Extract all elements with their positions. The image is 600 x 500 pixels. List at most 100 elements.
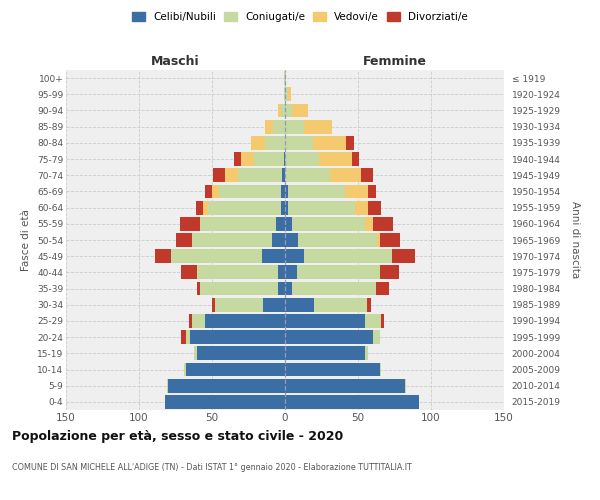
Y-axis label: Fasce di età: Fasce di età — [22, 209, 31, 271]
Bar — [285, 168, 330, 182]
Bar — [285, 120, 304, 134]
Bar — [298, 233, 377, 247]
Bar — [278, 104, 281, 118]
Bar — [285, 346, 365, 360]
Bar — [285, 217, 292, 230]
Bar — [205, 314, 285, 328]
Bar — [262, 250, 285, 263]
Bar — [200, 282, 278, 296]
Bar — [313, 136, 346, 149]
Bar — [285, 330, 373, 344]
Bar — [274, 120, 285, 134]
Bar — [214, 168, 225, 182]
Bar — [285, 200, 288, 214]
Bar — [346, 136, 353, 149]
Bar — [188, 314, 191, 328]
Bar — [197, 282, 200, 296]
Y-axis label: Anni di nascita: Anni di nascita — [571, 202, 580, 278]
Bar — [330, 168, 361, 182]
Bar — [314, 298, 367, 312]
Bar — [373, 330, 380, 344]
Bar — [285, 184, 288, 198]
Bar — [285, 266, 296, 280]
Bar — [208, 200, 281, 214]
Bar — [265, 120, 274, 134]
Bar — [285, 88, 288, 101]
Bar — [380, 362, 382, 376]
Bar — [186, 330, 190, 344]
Bar — [284, 88, 285, 101]
Bar — [285, 362, 380, 376]
Bar — [281, 104, 285, 118]
Bar — [200, 217, 276, 230]
Bar — [186, 362, 285, 376]
Bar — [285, 152, 319, 166]
Bar — [272, 233, 285, 247]
Bar — [215, 298, 263, 312]
Bar — [292, 104, 308, 118]
Bar — [171, 250, 262, 263]
Bar — [292, 217, 365, 230]
Bar — [276, 217, 285, 230]
Bar — [365, 346, 368, 360]
Bar — [263, 298, 285, 312]
Bar — [284, 152, 285, 166]
Bar — [184, 362, 186, 376]
Bar — [288, 184, 345, 198]
Bar — [352, 152, 359, 166]
Bar — [355, 200, 368, 214]
Bar — [234, 152, 241, 166]
Bar — [285, 314, 365, 328]
Bar — [365, 217, 373, 230]
Bar — [345, 184, 368, 198]
Bar — [368, 184, 376, 198]
Bar — [167, 379, 168, 392]
Bar — [285, 233, 298, 247]
Bar — [265, 136, 285, 149]
Bar — [281, 184, 285, 198]
Bar — [376, 282, 389, 296]
Bar — [282, 168, 285, 182]
Bar — [382, 314, 384, 328]
Bar — [254, 152, 284, 166]
Bar — [197, 266, 278, 280]
Bar — [191, 233, 272, 247]
Bar — [285, 282, 292, 296]
Bar — [304, 120, 332, 134]
Bar — [190, 330, 285, 344]
Bar — [196, 200, 203, 214]
Bar — [165, 395, 285, 409]
Bar — [292, 282, 376, 296]
Bar — [380, 266, 399, 280]
Bar — [368, 200, 382, 214]
Bar — [168, 379, 285, 392]
Bar — [176, 233, 191, 247]
Bar — [238, 168, 282, 182]
Bar — [191, 314, 205, 328]
Bar — [377, 233, 380, 247]
Bar — [212, 184, 220, 198]
Bar — [319, 152, 352, 166]
Bar — [285, 298, 314, 312]
Bar — [285, 250, 304, 263]
Bar — [155, 250, 171, 263]
Bar — [365, 314, 382, 328]
Bar — [296, 266, 380, 280]
Bar — [181, 266, 197, 280]
Bar — [285, 104, 292, 118]
Bar — [251, 136, 265, 149]
Bar — [285, 395, 419, 409]
Bar — [285, 136, 313, 149]
Bar — [367, 298, 371, 312]
Bar — [212, 298, 215, 312]
Bar — [304, 250, 392, 263]
Text: Popolazione per età, sesso e stato civile - 2020: Popolazione per età, sesso e stato civil… — [12, 430, 343, 443]
Bar — [225, 168, 238, 182]
Bar — [241, 152, 254, 166]
Bar — [194, 346, 197, 360]
Bar — [281, 200, 285, 214]
Bar — [405, 379, 406, 392]
Bar — [285, 71, 286, 85]
Text: Maschi: Maschi — [151, 56, 200, 68]
Bar — [380, 233, 400, 247]
